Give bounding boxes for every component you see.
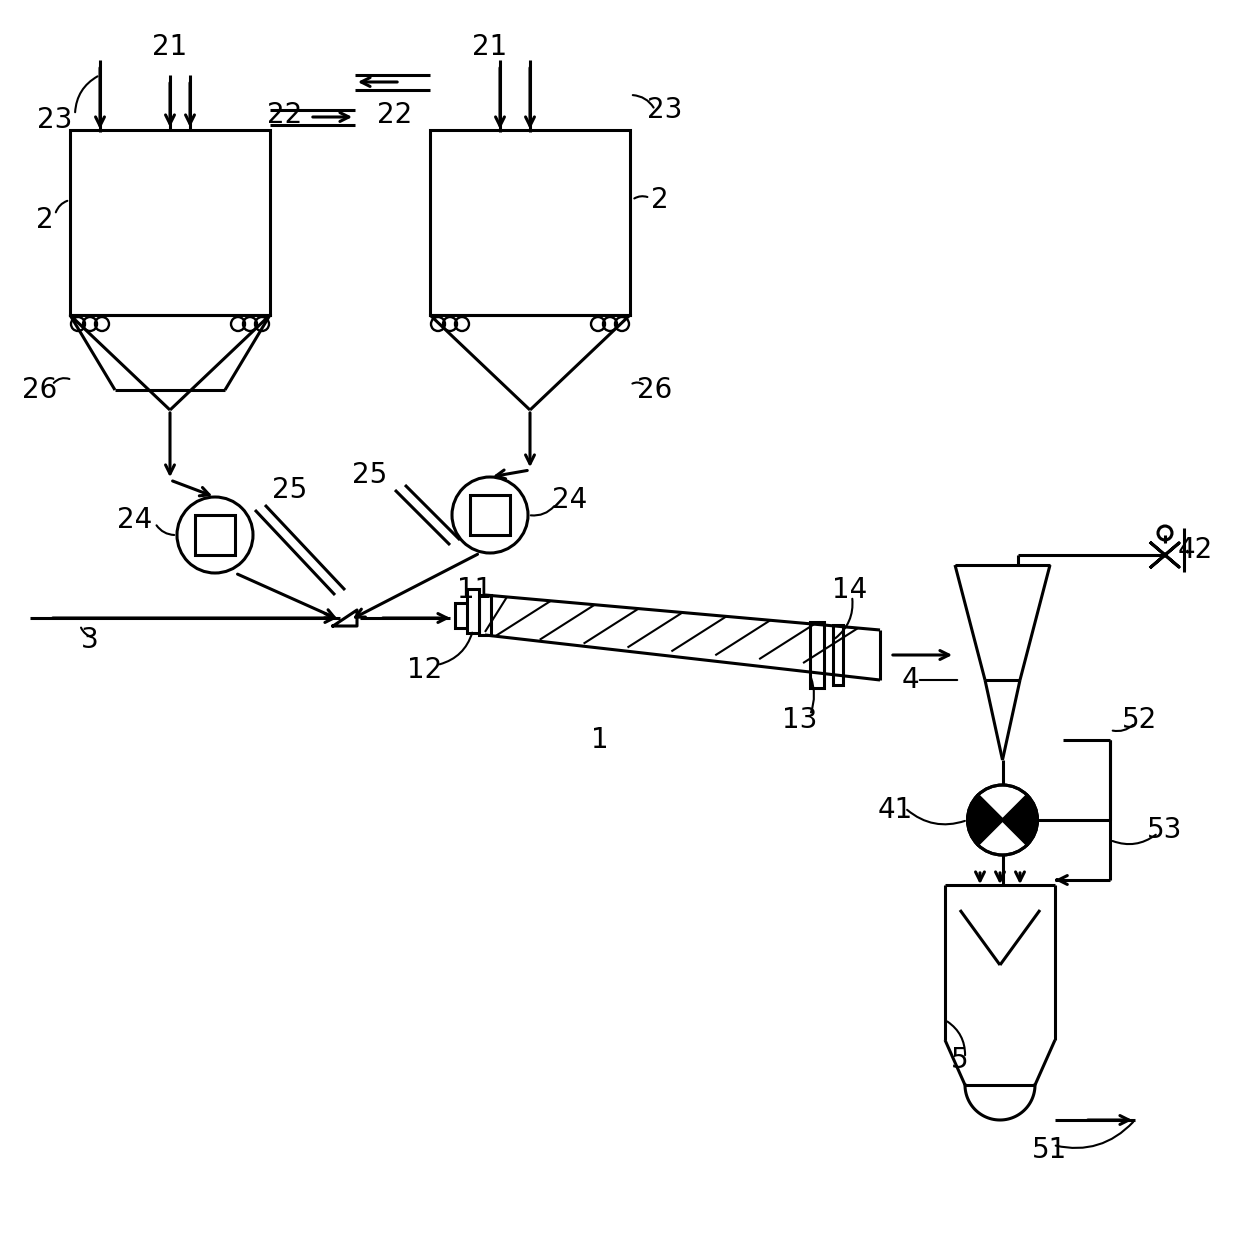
Text: 14: 14: [832, 577, 868, 604]
Bar: [833, 625, 843, 684]
Text: 51: 51: [1033, 1136, 1068, 1164]
Text: 23: 23: [647, 95, 683, 124]
Text: 21: 21: [472, 33, 507, 61]
Wedge shape: [978, 785, 1027, 820]
Text: 1: 1: [591, 725, 609, 754]
Text: 5: 5: [951, 1047, 968, 1074]
Text: 11: 11: [458, 577, 492, 604]
Bar: [455, 603, 475, 627]
Bar: [430, 130, 630, 315]
Text: 2: 2: [36, 206, 53, 234]
Bar: [467, 589, 479, 632]
Bar: [479, 595, 491, 635]
Text: 52: 52: [1122, 706, 1158, 734]
Wedge shape: [1002, 795, 1038, 844]
Text: 4: 4: [901, 666, 919, 694]
Text: 42: 42: [1177, 536, 1213, 564]
Text: 22: 22: [377, 100, 413, 129]
Text: 2: 2: [651, 186, 668, 215]
Bar: [470, 495, 510, 534]
Text: 22: 22: [268, 100, 303, 129]
Text: 23: 23: [37, 105, 73, 134]
Text: 21: 21: [153, 33, 187, 61]
Bar: [195, 515, 236, 556]
Wedge shape: [978, 820, 1027, 856]
Text: 25: 25: [273, 476, 308, 503]
Bar: [69, 130, 270, 315]
Text: 24: 24: [118, 506, 153, 534]
Text: 13: 13: [782, 706, 817, 734]
Text: 26: 26: [22, 376, 57, 404]
Text: 3: 3: [81, 626, 99, 653]
Wedge shape: [967, 795, 1002, 844]
Text: 26: 26: [637, 376, 672, 404]
Text: 41: 41: [878, 796, 913, 825]
Text: 53: 53: [1147, 816, 1183, 844]
Text: 24: 24: [552, 486, 588, 515]
Bar: [810, 622, 825, 688]
Text: 25: 25: [352, 461, 388, 489]
Text: 12: 12: [408, 656, 443, 684]
